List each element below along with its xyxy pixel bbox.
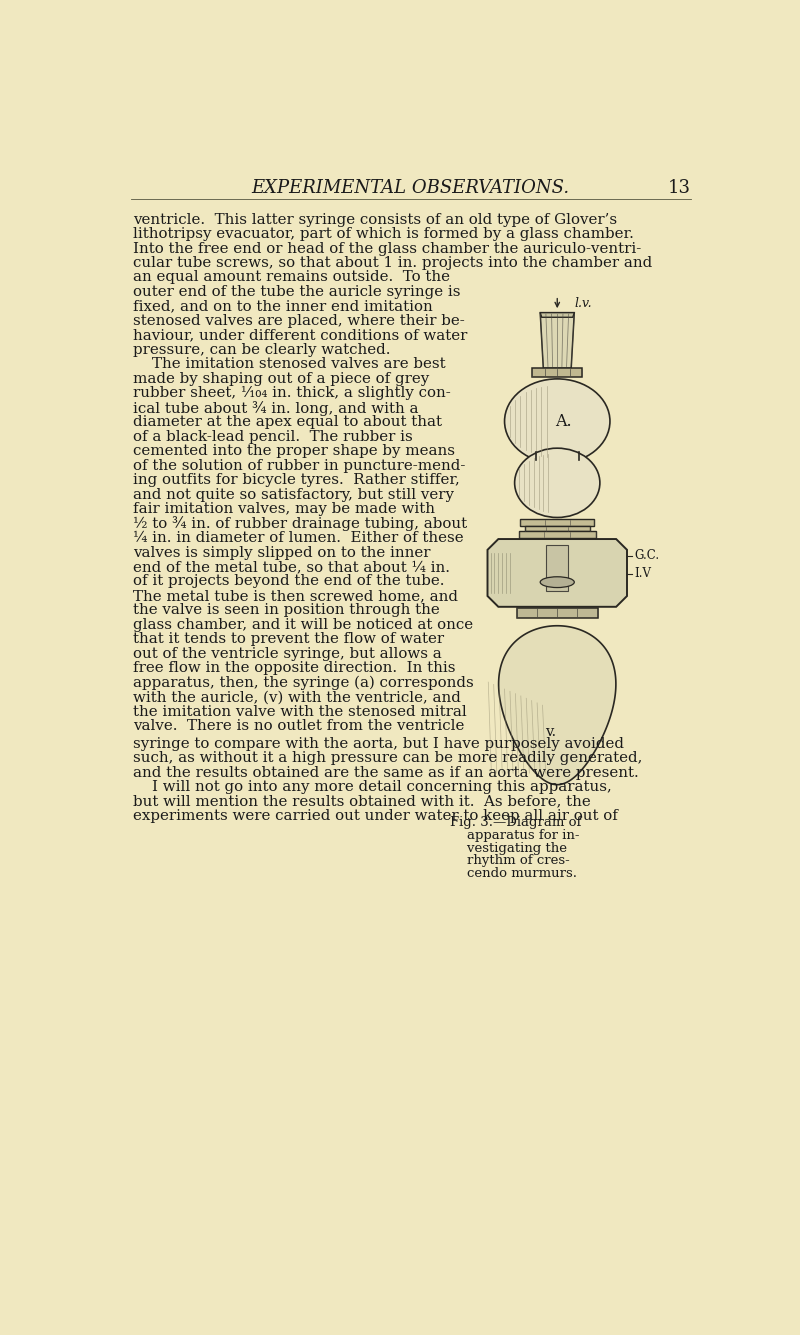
Text: free flow in the opposite direction.  In this: free flow in the opposite direction. In … (133, 661, 455, 676)
Polygon shape (525, 526, 590, 531)
Text: haviour, under different conditions of water: haviour, under different conditions of w… (133, 328, 467, 342)
Polygon shape (518, 531, 596, 538)
Text: out of the ventricle syringe, but allows a: out of the ventricle syringe, but allows… (133, 647, 442, 661)
Text: ½ to ¾ in. of rubber drainage tubing, about: ½ to ¾ in. of rubber drainage tubing, ab… (133, 517, 466, 531)
Text: rhythm of cres-: rhythm of cres- (450, 854, 570, 868)
Text: I.V: I.V (634, 567, 651, 581)
Polygon shape (498, 626, 616, 785)
Text: ventricle.  This latter syringe consists of an old type of Glover’s: ventricle. This latter syringe consists … (133, 212, 617, 227)
Text: valves is simply slipped on to the inner: valves is simply slipped on to the inner (133, 546, 430, 559)
Text: an equal amount remains outside.  To the: an equal amount remains outside. To the (133, 271, 450, 284)
Text: The imitation stenosed valves are best: The imitation stenosed valves are best (133, 358, 445, 371)
Text: with the auricle, (v) with the ventricle, and: with the auricle, (v) with the ventricle… (133, 690, 461, 705)
Text: and not quite so satisfactory, but still very: and not quite so satisfactory, but still… (133, 487, 454, 502)
Polygon shape (540, 312, 574, 318)
Polygon shape (517, 607, 598, 618)
Text: A.: A. (555, 413, 572, 430)
Text: ¼ in. in diameter of lumen.  Either of these: ¼ in. in diameter of lumen. Either of th… (133, 531, 463, 545)
Polygon shape (540, 312, 574, 368)
Polygon shape (487, 539, 627, 607)
Text: that it tends to prevent the flow of water: that it tends to prevent the flow of wat… (133, 633, 444, 646)
Text: cemented into the proper shape by means: cemented into the proper shape by means (133, 445, 454, 458)
Polygon shape (533, 368, 582, 376)
Text: The metal tube is then screwed home, and: The metal tube is then screwed home, and (133, 589, 458, 603)
Text: of it projects beyond the end of the tube.: of it projects beyond the end of the tub… (133, 574, 444, 589)
Text: fair imitation valves, may be made with: fair imitation valves, may be made with (133, 502, 434, 517)
Text: the imitation valve with the stenosed mitral: the imitation valve with the stenosed mi… (133, 705, 466, 718)
Text: the valve is seen in position through the: the valve is seen in position through th… (133, 603, 439, 617)
Text: such, as without it a high pressure can be more readily generated,: such, as without it a high pressure can … (133, 752, 642, 765)
Text: cular tube screws, so that about 1 in. projects into the chamber and: cular tube screws, so that about 1 in. p… (133, 256, 652, 270)
Ellipse shape (505, 379, 610, 463)
Text: ical tube about ¾ in. long, and with a: ical tube about ¾ in. long, and with a (133, 400, 418, 415)
Text: valve.  There is no outlet from the ventricle: valve. There is no outlet from the ventr… (133, 720, 464, 733)
Text: stenosed valves are placed, where their be-: stenosed valves are placed, where their … (133, 314, 464, 328)
Text: of a black-lead pencil.  The rubber is: of a black-lead pencil. The rubber is (133, 430, 412, 443)
Text: pressure, can be clearly watched.: pressure, can be clearly watched. (133, 343, 390, 356)
Text: but will mention the results obtained with it.  As before, the: but will mention the results obtained wi… (133, 794, 590, 809)
Text: lithotripsy evacuator, part of which is formed by a glass chamber.: lithotripsy evacuator, part of which is … (133, 227, 634, 242)
Text: fixed, and on to the inner end imitation: fixed, and on to the inner end imitation (133, 299, 432, 314)
Text: 13: 13 (667, 179, 690, 198)
Text: G.C.: G.C. (634, 550, 659, 562)
Text: Into the free end or head of the glass chamber the auriculo-ventri-: Into the free end or head of the glass c… (133, 242, 641, 255)
Text: glass chamber, and it will be noticed at once: glass chamber, and it will be noticed at… (133, 618, 473, 631)
Text: v.: v. (546, 725, 557, 740)
Text: of the solution of rubber in puncture-mend-: of the solution of rubber in puncture-me… (133, 459, 465, 473)
Text: syringe to compare with the aorta, but I have purposely avoided: syringe to compare with the aorta, but I… (133, 737, 623, 750)
Text: Fig. 3.—Diagram of: Fig. 3.—Diagram of (450, 816, 582, 829)
Text: EXPERIMENTAL OBSERVATIONS.: EXPERIMENTAL OBSERVATIONS. (251, 179, 569, 198)
Text: end of the metal tube, so that about ¼ in.: end of the metal tube, so that about ¼ i… (133, 559, 450, 574)
Text: I will not go into any more detail concerning this apparatus,: I will not go into any more detail conce… (133, 780, 611, 794)
Text: apparatus for in-: apparatus for in- (450, 829, 580, 842)
Text: outer end of the tube the auricle syringe is: outer end of the tube the auricle syring… (133, 284, 460, 299)
Text: rubber sheet, ⅒₄ in. thick, a slightly con-: rubber sheet, ⅒₄ in. thick, a slightly c… (133, 386, 450, 400)
Ellipse shape (540, 577, 574, 587)
Text: vestigating the: vestigating the (450, 841, 567, 854)
Polygon shape (546, 545, 568, 591)
Text: l.v.: l.v. (574, 296, 592, 310)
Text: cendo murmurs.: cendo murmurs. (450, 866, 578, 880)
Text: and the results obtained are the same as if an aorta were present.: and the results obtained are the same as… (133, 766, 638, 780)
Ellipse shape (514, 449, 600, 518)
Text: apparatus, then, the syringe (a) corresponds: apparatus, then, the syringe (a) corresp… (133, 676, 474, 690)
Text: diameter at the apex equal to about that: diameter at the apex equal to about that (133, 415, 442, 430)
Text: made by shaping out of a piece of grey: made by shaping out of a piece of grey (133, 371, 429, 386)
Polygon shape (520, 519, 594, 526)
Text: ing outfits for bicycle tyres.  Rather stiffer,: ing outfits for bicycle tyres. Rather st… (133, 473, 459, 487)
Text: experiments were carried out under water to keep all air out of: experiments were carried out under water… (133, 809, 618, 824)
